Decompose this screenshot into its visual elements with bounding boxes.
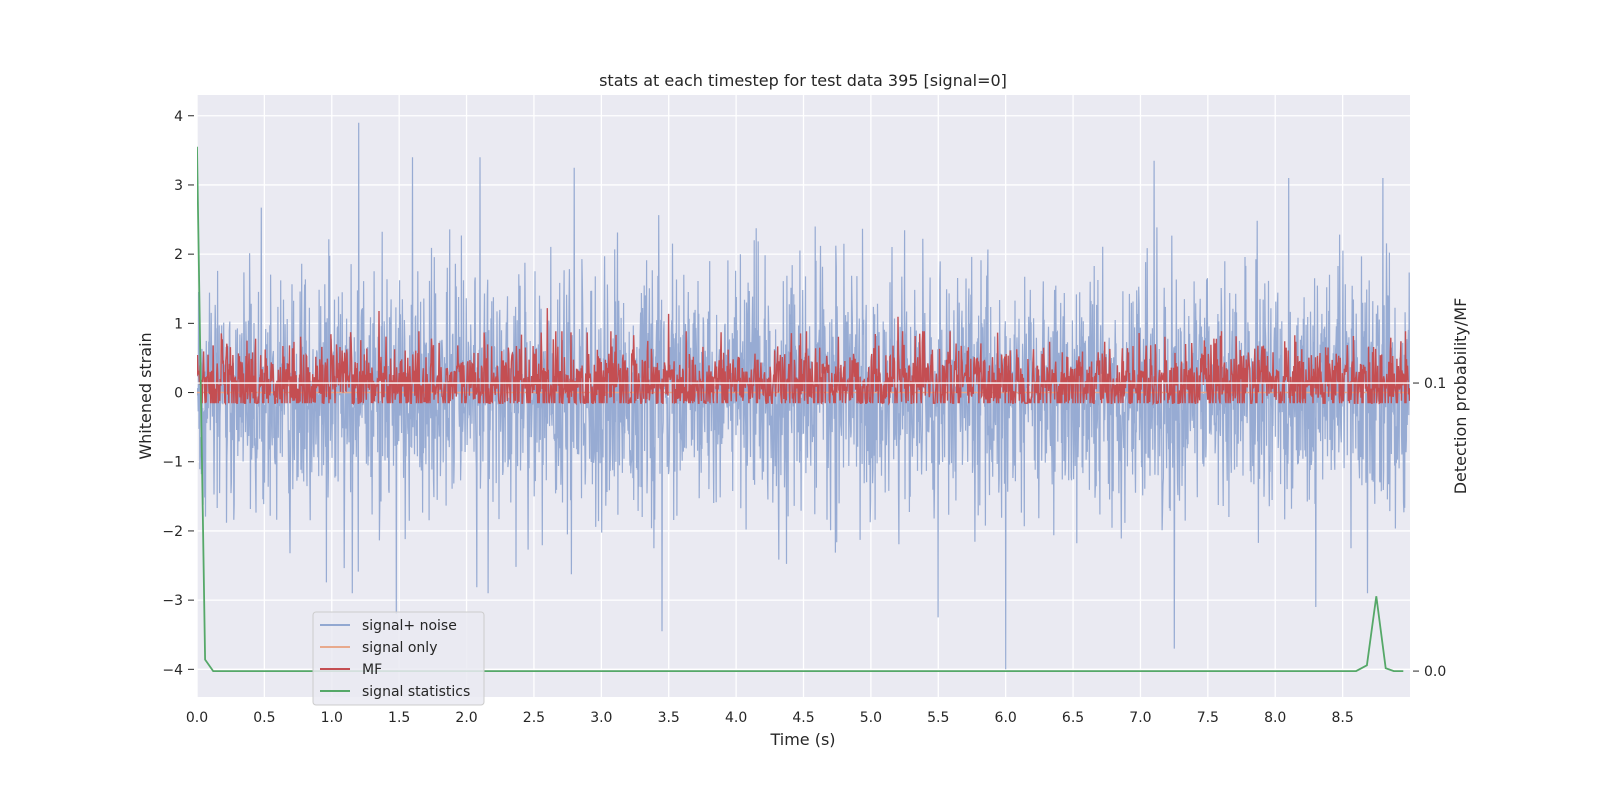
x-axis: 0.0 0.5 1.0 1.5 2.0 2.5 3.0 3.5 4.0 4.5 5.0 5.5 6.0 6…	[186, 710, 1354, 726]
x-tick-label: 8.5	[1331, 710, 1353, 726]
legend-label: signal only	[362, 640, 437, 656]
x-tick-label: 3.5	[658, 710, 680, 726]
legend-label: signal+ noise	[362, 618, 457, 634]
legend-box	[312, 611, 485, 706]
x-tick-label: 5.5	[927, 710, 949, 726]
y-axis-label: Whitened strain	[136, 332, 155, 459]
y-tick-label: 0	[174, 386, 183, 402]
x-tick-label: 8.0	[1264, 710, 1286, 726]
series-layer	[197, 122, 1410, 672]
y-tick-label: −3	[162, 593, 183, 609]
x-tick-label: 0.0	[186, 710, 208, 726]
y-axis: 4 3 2 1 0 −1 −2 −3 −4	[162, 109, 194, 678]
legend-label: signal statistics	[362, 684, 470, 700]
x-tick-label: 6.5	[1062, 710, 1084, 726]
y2-tick-label: 0.0	[1424, 664, 1446, 680]
y-tick-label: 3	[174, 178, 183, 194]
series-mf-line	[197, 308, 1410, 406]
y2-tick-label: 0.1	[1424, 376, 1446, 392]
y-tick-label: −2	[162, 524, 183, 540]
legend-label: MF	[362, 662, 382, 678]
y-tick-label: 2	[174, 247, 183, 263]
y-tick-label: 4	[174, 109, 183, 125]
x-tick-label: 5.0	[860, 710, 882, 726]
x-tick-label: 4.0	[725, 710, 747, 726]
x-tick-label: 1.0	[321, 710, 343, 726]
x-tick-label: 3.0	[590, 710, 612, 726]
x-tick-label: 2.5	[523, 710, 545, 726]
x-tick-label: 7.5	[1197, 710, 1219, 726]
y2-axis: 0.1 0.0	[1413, 376, 1446, 680]
series-signal-statistics-line	[197, 146, 1404, 672]
chart-title: stats at each timestep for test data 395…	[599, 71, 1007, 90]
y-tick-label: 1	[174, 316, 183, 332]
x-tick-label: 0.5	[253, 710, 275, 726]
y-tick-label: −1	[162, 455, 183, 471]
x-tick-label: 4.5	[792, 710, 814, 726]
x-tick-label: 1.5	[388, 710, 410, 726]
y2-axis-label: Detection probability/MF	[1451, 298, 1470, 495]
x-tick-label: 7.0	[1129, 710, 1151, 726]
legend: signal+ noise signal only MF signal statist…	[312, 611, 485, 706]
x-tick-label: 2.0	[455, 710, 477, 726]
x-axis-label: Time (s)	[769, 730, 835, 749]
x-tick-label: 6.0	[995, 710, 1017, 726]
y-tick-label: −4	[162, 662, 183, 678]
